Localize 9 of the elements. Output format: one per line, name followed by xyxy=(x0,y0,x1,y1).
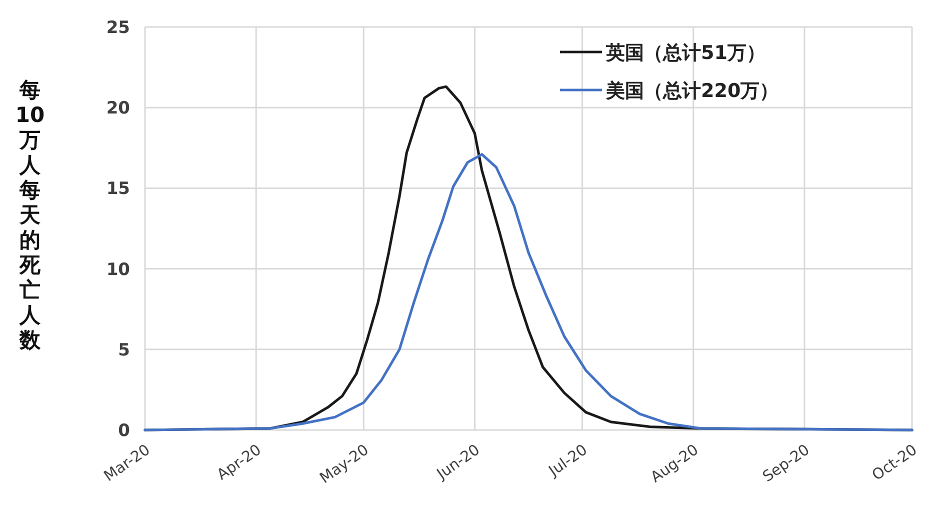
text: 每10万人每天的死亡人数 xyxy=(15,78,45,352)
y-tick-label: 20 xyxy=(106,98,130,119)
y-tick-label: 0 xyxy=(118,421,130,441)
y-tick-label: 25 xyxy=(106,18,130,38)
y-tick-label: 5 xyxy=(118,340,130,360)
legend-label: 美国（总计220万） xyxy=(605,80,779,102)
y-tick-label: 10 xyxy=(106,260,130,280)
y-tick-label: 15 xyxy=(106,179,130,200)
legend-label: 英国（总计51万） xyxy=(605,42,766,64)
